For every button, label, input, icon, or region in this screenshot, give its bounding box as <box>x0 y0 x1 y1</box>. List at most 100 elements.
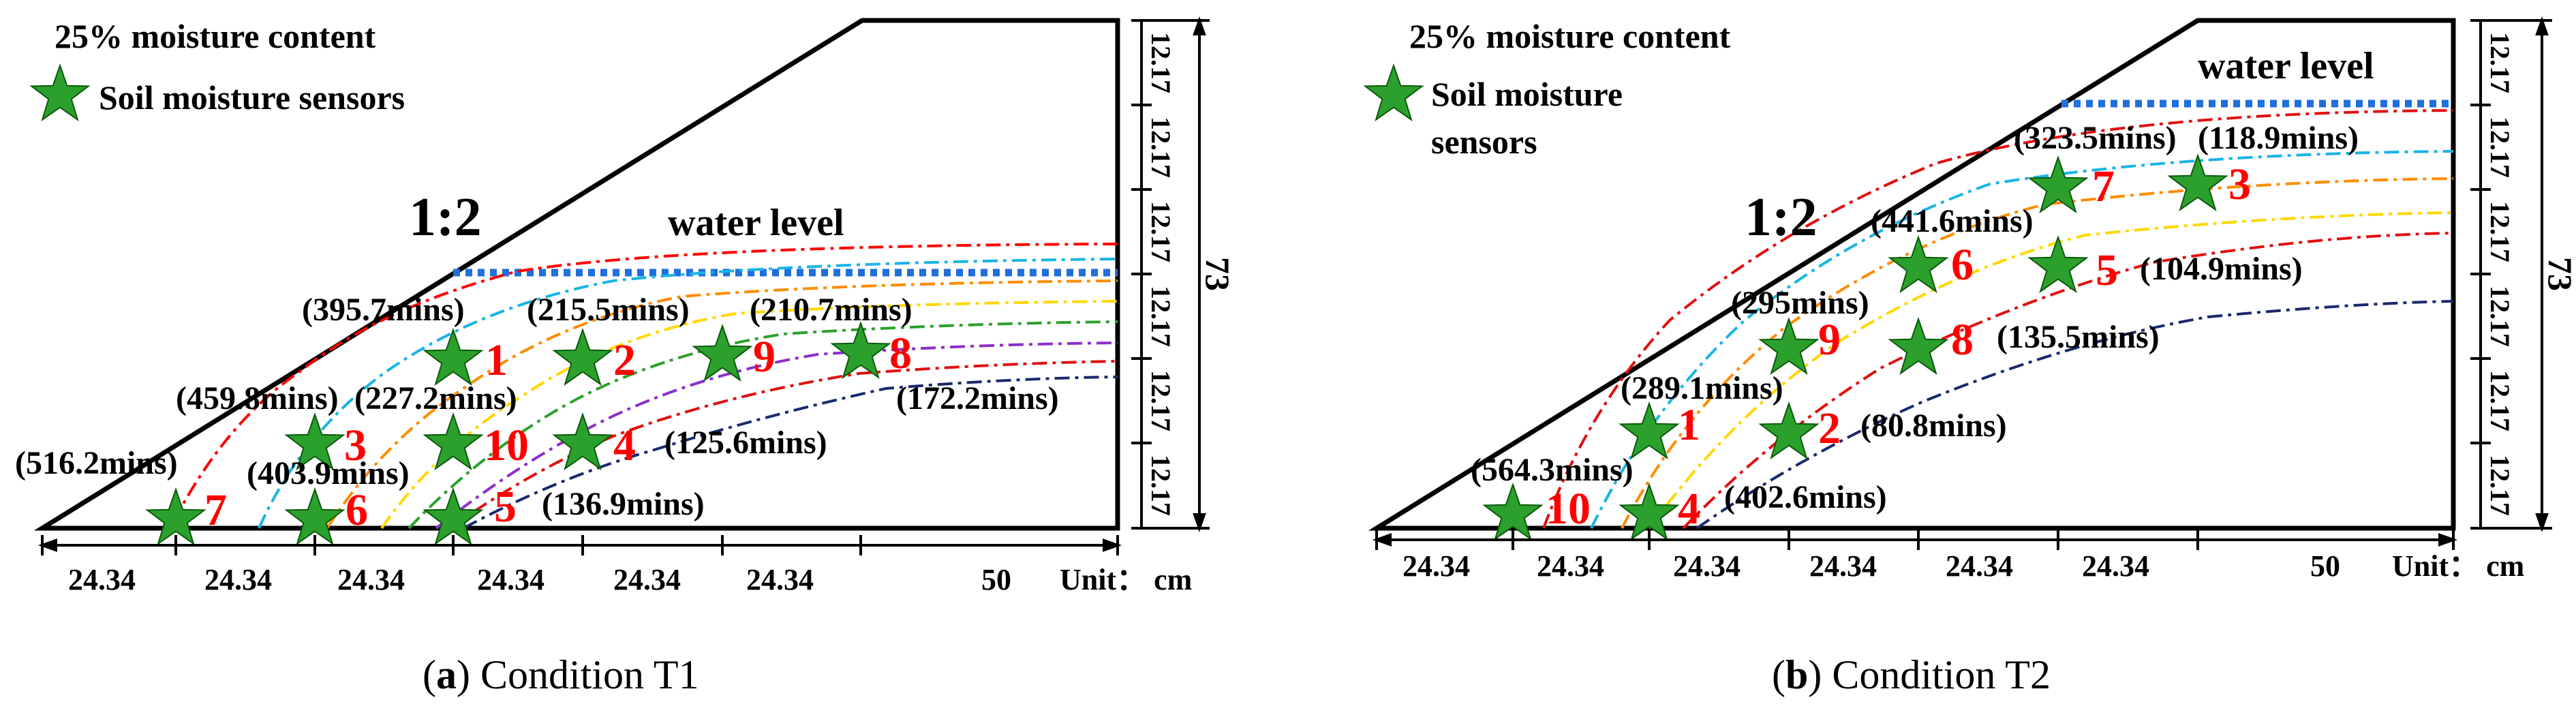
dimension-label: 24.34 <box>1537 549 1604 583</box>
dimension-label: 12.17 <box>1146 455 1176 516</box>
legend-sensor-label: Soil moisture sensors <box>99 78 405 117</box>
sensor-number: 8 <box>1951 315 1974 365</box>
dimension-label: 24.34 <box>1946 549 2013 583</box>
sensor-number: 2 <box>1818 403 1841 453</box>
dimension-label: 12.17 <box>2485 370 2515 431</box>
dimension-label: 24.34 <box>337 563 405 596</box>
slope-outline <box>1368 18 2456 531</box>
arrival-time: (135.5mins) <box>1997 319 2160 355</box>
caption-text: Condition T2 <box>1832 652 2051 697</box>
arrival-time: (215.5mins) <box>527 292 690 328</box>
sensor-8: 8 (135.5mins) <box>1889 315 2160 374</box>
slope-ratio-label: 1:2 <box>409 187 482 247</box>
legend-sensor-icon <box>31 65 89 121</box>
sensor-number: 10 <box>484 421 529 470</box>
dimension-label: 24.34 <box>68 563 136 596</box>
dimension-label: 12.17 <box>1146 370 1176 431</box>
arrival-time: (210.7mins) <box>750 292 913 328</box>
water-level-label: water level <box>668 202 844 244</box>
sensor-number: 7 <box>204 485 227 535</box>
sensor-icon <box>693 325 752 381</box>
sensor-1: 1 (289.1mins) <box>1620 370 1783 459</box>
legend-title: 25% moisture content <box>1409 17 1731 55</box>
caption-letter: b <box>1785 652 1808 697</box>
sensor-icon <box>2168 155 2227 211</box>
sensor-icon <box>1889 237 1948 292</box>
sensor-10: 10 (564.3mins) <box>1471 452 1634 540</box>
sensor-number: 3 <box>344 421 367 470</box>
sensor-number: 8 <box>889 329 912 378</box>
sensor-number: 1 <box>1678 400 1700 450</box>
sensor-4: 4 (125.6mins) <box>553 414 827 470</box>
dimension-label: 24.34 <box>204 563 272 596</box>
sensor-icon <box>1760 318 1818 374</box>
sensor-number: 10 <box>1546 484 1591 534</box>
dimension-label: 12.17 <box>2485 455 2515 516</box>
sensor-number: 9 <box>753 332 776 382</box>
panel-b: 25% moisture content Soil moisture senso… <box>1364 16 2576 697</box>
arrival-time: (295mins) <box>1731 285 1869 321</box>
slope-outline <box>33 18 1120 531</box>
arrival-time: (564.3mins) <box>1471 452 1634 488</box>
sensor-number: 9 <box>1818 315 1841 365</box>
sensor-number: 1 <box>485 335 508 385</box>
sensor-1: 1 (395.7mins) <box>302 292 508 385</box>
sensor-4: 4 (402.6mins) <box>1620 479 1887 540</box>
sensor-icon <box>2029 237 2087 292</box>
sensor-number: 2 <box>613 335 636 385</box>
dimension-label: 12.17 <box>1146 32 1176 93</box>
dimension-label: 24.34 <box>746 563 814 596</box>
sensor-icon <box>553 329 612 385</box>
arrival-time: (402.6mins) <box>1724 479 1887 515</box>
sensor-number: 4 <box>1678 484 1700 534</box>
arrival-time: (80.8mins) <box>1860 408 2007 444</box>
dimension-label: 12.17 <box>2485 117 2515 178</box>
sensor-3: 3 (118.9mins) <box>2168 120 2359 211</box>
right-dimension <box>1131 16 1210 533</box>
slope-ratio-label: 1:2 <box>1745 187 1818 247</box>
dimension-label: 12.17 <box>2485 286 2515 347</box>
dimension-label: 12.17 <box>1146 286 1176 347</box>
arrival-time: (323.5mins) <box>2014 120 2177 156</box>
sensor-icon <box>1889 318 1948 374</box>
arrival-time: (289.1mins) <box>1621 370 1783 406</box>
bottom-dimension <box>1372 530 2458 550</box>
dimension-label: 12.17 <box>1146 201 1176 262</box>
height-label: 73 <box>1199 257 1237 291</box>
sensor-icon <box>1760 403 1818 459</box>
height-label: 73 <box>2541 257 2576 291</box>
sensor-number: 3 <box>2228 159 2251 209</box>
dimension-label: 12.17 <box>1146 117 1176 178</box>
sensor-3: 3 (459.8mins) <box>176 380 367 470</box>
sensor-6: 6 (403.9mins) <box>247 455 410 545</box>
sensor-number: 5 <box>2096 245 2118 295</box>
dimension-label: 24.34 <box>1402 549 1470 583</box>
panel-a: 25% moisture content Soil moisture senso… <box>15 16 1237 697</box>
sensor-5: 5 (104.9mins) <box>2029 237 2303 295</box>
sensor-10: 10 (227.2mins) <box>354 380 529 470</box>
arrival-time: (516.2mins) <box>15 445 178 481</box>
sensor-icon <box>831 322 890 378</box>
dimension-label: 24.34 <box>1673 549 1741 583</box>
dimension-label: 12.17 <box>2485 201 2515 262</box>
dimension-label: 24.34 <box>2082 549 2149 583</box>
arrival-time: (118.9mins) <box>2198 120 2359 156</box>
caption: (a) Condition T1 <box>423 652 699 697</box>
arrival-time: (459.8mins) <box>176 380 339 416</box>
sensor-9: 9 (210.7mins) <box>693 292 913 382</box>
dimension-label: 24.34 <box>1809 549 1877 583</box>
arrival-time: (395.7mins) <box>302 292 465 328</box>
sensor-5: 5 (136.9mins) <box>424 482 705 545</box>
dimension-label: 24.34 <box>613 563 681 596</box>
legend-sensor-icon <box>1364 65 1423 121</box>
sensor-number: 6 <box>346 485 368 535</box>
dimension-label: 12.17 <box>2485 32 2515 93</box>
arrival-time: (227.2mins) <box>354 380 517 416</box>
sensor-number: 4 <box>613 421 636 470</box>
legend-title: 25% moisture content <box>55 17 376 55</box>
arrival-time: (125.6mins) <box>664 425 827 461</box>
dimension-label: 50 <box>981 563 1011 596</box>
arrival-time: (172.2mins) <box>896 380 1059 416</box>
sensor-8: 8 (172.2mins) <box>831 322 1059 416</box>
